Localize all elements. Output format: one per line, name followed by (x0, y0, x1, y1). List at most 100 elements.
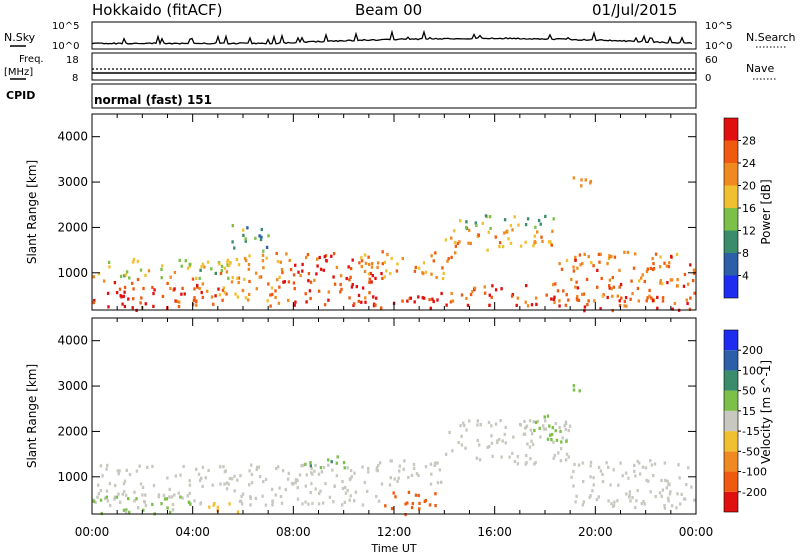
power-cell (292, 281, 296, 285)
power-cell (465, 225, 468, 229)
velocity-cell (601, 479, 605, 484)
velocity-cell (250, 463, 253, 467)
velocity-cell (494, 422, 498, 426)
velocity-cell (317, 472, 321, 476)
velocity-cell (550, 438, 553, 442)
power-cell (201, 295, 204, 299)
power-cell (417, 295, 420, 299)
velocity-cell (607, 499, 610, 503)
power-colorbar-segment (724, 140, 738, 163)
power-cell (152, 304, 155, 308)
velocity-cell (619, 461, 622, 465)
velocity-cell (650, 463, 654, 467)
velocity-cell (448, 430, 451, 434)
velocity-cell (248, 483, 251, 487)
x-tick-label: 12:00 (377, 525, 412, 539)
velocity-cell (572, 469, 575, 474)
power-cell (248, 279, 251, 284)
velocity-cell (343, 466, 346, 470)
power-cell (453, 229, 456, 233)
velocity-cell (174, 474, 177, 478)
velocity-cell (550, 432, 554, 437)
velocity-cell (204, 476, 207, 480)
velocity-cell (219, 482, 222, 486)
power-cell (649, 266, 652, 270)
velocity-cell (182, 464, 185, 469)
power-cell (500, 287, 503, 291)
velocity-cell (125, 468, 128, 472)
power-cell (453, 240, 457, 245)
velocity-cell (199, 501, 203, 505)
power-cell (221, 298, 224, 302)
freq-tick-bottom: 8 (72, 73, 78, 84)
velocity-cell (103, 496, 107, 501)
velocity-cell (135, 497, 138, 501)
power-cell (509, 224, 513, 228)
power-cell (447, 257, 450, 261)
velocity-cell (375, 466, 379, 470)
cpid-label: CPID (6, 89, 35, 102)
velocity-cell (434, 461, 437, 465)
power-colorbar-tick-label: 8 (742, 247, 749, 260)
velocity-cell (560, 440, 563, 444)
velocity-cell (644, 466, 648, 470)
power-cell (608, 286, 611, 290)
power-cell (131, 306, 134, 310)
velocity-cell (310, 471, 313, 475)
power-colorbar-tick-label: 16 (742, 202, 756, 215)
velocity-cell (589, 475, 592, 479)
velocity-cell (548, 424, 551, 428)
velocity-cell (376, 469, 379, 473)
power-cell (260, 235, 263, 239)
velocity-cell (634, 474, 637, 478)
power-cell (652, 262, 655, 266)
power-cell (376, 265, 379, 269)
power-cell (509, 241, 513, 245)
freq-label: Freq. (19, 54, 44, 65)
power-colorbar-segment (724, 208, 738, 231)
power-cell (335, 265, 339, 269)
power-cell (585, 277, 589, 281)
velocity-cell (223, 470, 227, 474)
power-cell (136, 277, 140, 282)
power-cell (413, 300, 416, 304)
power-cell (474, 221, 477, 225)
power-cell (219, 271, 223, 276)
power-cell (600, 276, 603, 281)
power-colorbar-tick-label: 4 (742, 270, 749, 283)
power-cell (641, 273, 644, 277)
power-cell (237, 276, 241, 280)
velocity-cell (670, 504, 674, 508)
power-cell (465, 296, 468, 301)
velocity-cell (115, 495, 119, 499)
power-cell (535, 302, 538, 306)
power-cell (244, 237, 247, 241)
power-cell (459, 219, 462, 223)
power-cell (599, 307, 602, 311)
power-cell (309, 280, 313, 284)
power-cell (383, 260, 387, 264)
velocity-cell (390, 459, 393, 463)
velocity-cell (219, 465, 222, 469)
velocity-cell (294, 478, 298, 482)
power-cell (383, 275, 386, 279)
power-cell (241, 288, 245, 293)
power-cell (267, 234, 270, 238)
velocity-cell (146, 465, 149, 470)
velocity-cell (350, 475, 353, 479)
power-cell (277, 301, 281, 305)
power-cell (656, 295, 659, 299)
power-cell (406, 299, 409, 303)
velocity-cell (536, 419, 540, 423)
velocity-cell (597, 465, 601, 469)
power-cell (597, 252, 601, 256)
power-cell (428, 298, 431, 302)
velocity-cell (188, 479, 191, 483)
power-cell (107, 305, 110, 309)
velocity-cell (610, 502, 613, 506)
power-cell (234, 292, 237, 296)
power-cell (287, 298, 290, 302)
power-cell (549, 240, 552, 244)
power-cell (501, 245, 505, 249)
power-cell (646, 267, 649, 271)
